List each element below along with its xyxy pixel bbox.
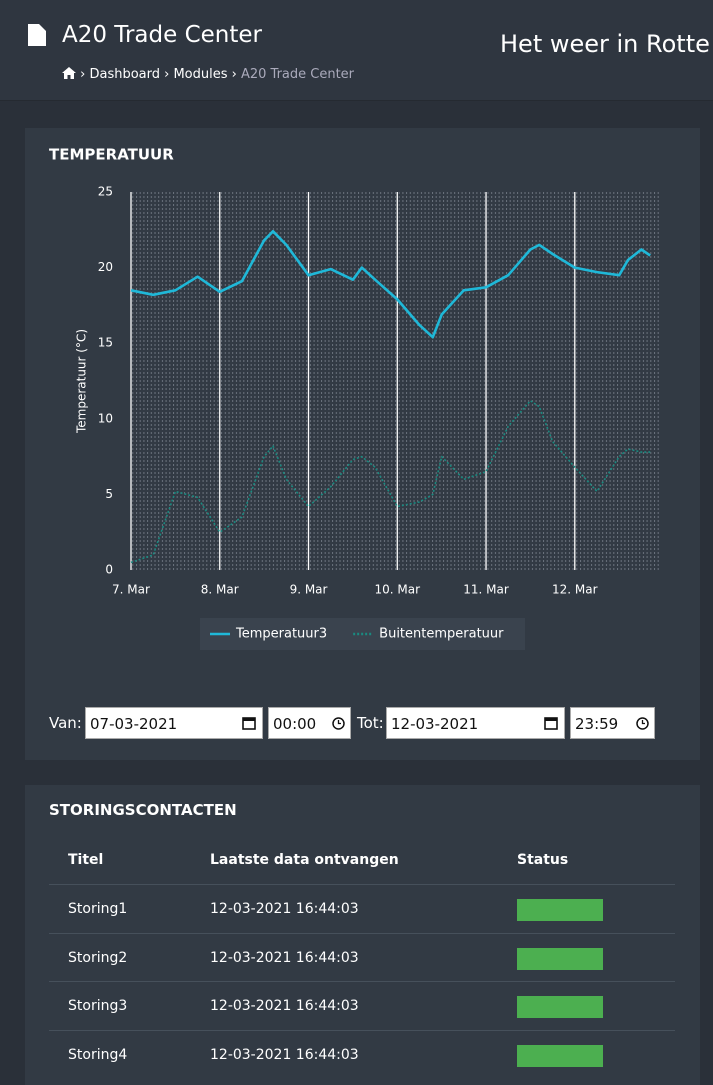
- cell: Storing4: [68, 1046, 128, 1063]
- to-date: 12-03-2021: [391, 715, 479, 733]
- y-tick-label: 5: [105, 487, 113, 501]
- cell: Storing1: [68, 901, 128, 917]
- column-header: Status: [517, 852, 569, 868]
- page-icon: [28, 24, 46, 46]
- y-axis-title: Temperatuur (°C): [75, 329, 89, 434]
- cell: 12-03-2021 16:44:03: [210, 1046, 359, 1063]
- breadcrumb-current: A20 Trade Center: [240, 67, 355, 82]
- chart: TEMPERATUUR 0 5 10 15 20 25 7. Mar 8. Mar 9. Mar…: [49, 146, 660, 650]
- y-tick-label: 0: [105, 563, 113, 577]
- status-bar: [517, 1044, 603, 1067]
- status-bar: [517, 899, 603, 921]
- cell: Storing2: [68, 949, 128, 966]
- column-header: Laatste data ontvangen: [210, 852, 399, 868]
- y-tick-label: 15: [98, 336, 113, 350]
- x-tick-label: 10. Mar: [375, 583, 421, 597]
- clock-icon[interactable]: [332, 717, 345, 730]
- to-time-input[interactable]: 23:59: [570, 707, 655, 739]
- calendar-icon[interactable]: [544, 716, 558, 730]
- site-title: A20 Trade Center: [62, 22, 263, 48]
- from-date: 07-03-2021: [90, 715, 178, 733]
- from-time-input[interactable]: 00:00: [268, 707, 351, 739]
- from-label: Van:: [49, 714, 82, 732]
- chart-title: TEMPERATUUR: [49, 146, 174, 164]
- row-divider: [49, 981, 675, 982]
- series-line: [130, 230, 651, 339]
- y-tick-label: 10: [98, 411, 113, 425]
- y-tick-label: 20: [98, 260, 113, 274]
- calendar-icon[interactable]: [242, 716, 256, 730]
- column-header: Titel: [68, 852, 104, 868]
- x-tick-label: 11. Mar: [463, 583, 509, 597]
- cell: 12-03-2021 16:44:03: [210, 901, 359, 917]
- breadcrumb: › Dashboard › Modules › A20 Trade Center: [62, 67, 354, 82]
- home-icon[interactable]: [62, 67, 76, 79]
- row-divider: [49, 1029, 675, 1031]
- y-tick-label: 25: [98, 185, 113, 199]
- x-tick-label: 12. Mar: [552, 583, 598, 597]
- cell: 12-03-2021 16:44:03: [210, 998, 359, 1014]
- breadcrumb-link[interactable]: Dashboard: [89, 67, 160, 82]
- table-card: [25, 785, 700, 1085]
- status-bar: [517, 947, 603, 970]
- page-title: Het weer in Rotte: [500, 30, 710, 58]
- breadcrumb-link[interactable]: Modules: [173, 67, 228, 82]
- table-title: STORINGSCONTACTEN: [49, 801, 237, 819]
- to-label: Tot:: [357, 714, 384, 732]
- row-divider: [49, 884, 675, 885]
- x-tick-label: 7. Mar: [112, 583, 150, 597]
- row-divider: [49, 932, 675, 934]
- series-line: [130, 399, 651, 564]
- legend-label: Buitentemperatuur: [379, 627, 504, 642]
- cell: Storing3: [68, 998, 128, 1014]
- legend-label: Temperatuur3: [235, 627, 327, 642]
- to-date-input[interactable]: 12-03-2021: [386, 707, 565, 739]
- clock-icon[interactable]: [636, 717, 649, 730]
- header: A20 Trade Center Het weer in Rotte › Das…: [0, 0, 713, 101]
- minor-grid: [131, 192, 660, 570]
- x-tick-label: 9. Mar: [290, 583, 328, 597]
- cell: 12-03-2021 16:44:03: [210, 949, 359, 966]
- from-time: 00:00: [273, 715, 317, 733]
- to-time: 23:59: [575, 715, 619, 733]
- status-bar: [517, 996, 603, 1018]
- from-date-input[interactable]: 07-03-2021: [85, 707, 263, 739]
- x-tick-label: 8. Mar: [201, 583, 239, 597]
